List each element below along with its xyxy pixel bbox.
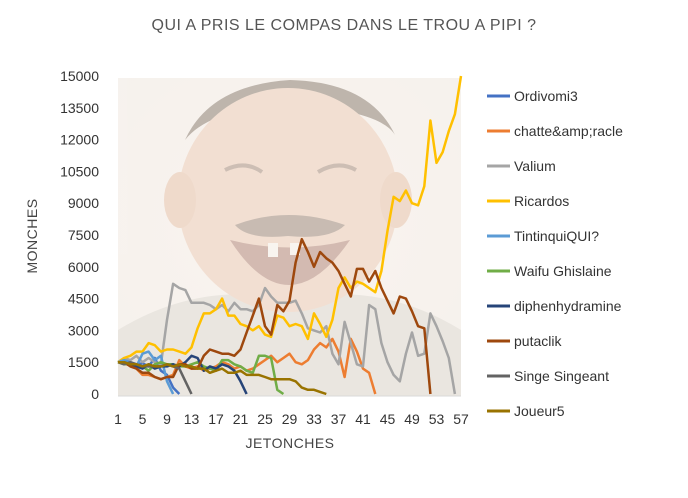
y-tick-label: 9000 (68, 195, 99, 211)
legend-entry: Ricardos (514, 193, 569, 209)
y-tick-label: 0 (91, 386, 99, 402)
chart-title: QUI A PRIS LE COMPAS DANS LE TROU A PIPI… (152, 17, 537, 34)
x-tick-label: 37 (331, 411, 347, 427)
y-tick-label: 10500 (60, 163, 99, 179)
series-lines (117, 75, 463, 396)
legend-entry: Waifu Ghislaine (514, 263, 612, 279)
x-tick-label: 9 (163, 411, 171, 427)
x-tick-label: 5 (139, 411, 147, 427)
y-tick-label: 6000 (68, 259, 99, 275)
legend-entry: diphenhydramine (514, 298, 622, 314)
series-line-2 (117, 282, 457, 395)
y-tick-label: 1500 (68, 354, 99, 370)
x-tick-label: 21 (233, 411, 249, 427)
y-tick-label: 3000 (68, 322, 99, 338)
series-line-3 (117, 75, 463, 364)
x-axis-ticks: 1 5 9 13 17 21 25 29 33 37 41 45 49 53 57 (114, 411, 469, 427)
series-line-9 (118, 360, 327, 396)
series-line-7 (118, 237, 432, 395)
legend-entry: Singe Singeant (514, 368, 609, 384)
y-tick-label: 15000 (60, 68, 99, 84)
x-tick-label: 41 (355, 411, 371, 427)
x-tick-label: 33 (306, 411, 322, 427)
x-tick-label: 1 (114, 411, 122, 427)
background-photo (118, 78, 461, 396)
x-tick-label: 45 (380, 411, 396, 427)
legend-entry: Valium (514, 158, 556, 174)
legend: Ordivomi3 chatte&amp;racle Valium Ricardos T… (487, 88, 623, 419)
x-axis-label: JETONCHES (245, 435, 334, 451)
y-tick-label: 4500 (68, 291, 99, 307)
y-axis-ticks: 0 1500 3000 4500 6000 7500 9000 10500 12000 13500… (60, 68, 99, 402)
x-tick-label: 29 (282, 411, 298, 427)
x-tick-label: 57 (453, 411, 469, 427)
y-tick-label: 13500 (60, 100, 99, 116)
y-tick-label: 7500 (68, 227, 99, 243)
y-tick-label: 12000 (60, 132, 99, 148)
x-tick-label: 25 (257, 411, 273, 427)
legend-entry: Ordivomi3 (514, 88, 578, 104)
legend-entry: Joueur5 (514, 403, 565, 419)
series-line-4 (117, 350, 175, 395)
x-tick-label: 53 (429, 411, 445, 427)
legend-entry: chatte&amp;racle (514, 123, 623, 139)
x-tick-label: 49 (404, 411, 420, 427)
legend-entry: TintinquiQUI? (514, 228, 599, 244)
y-axis-label: MONCHES (24, 198, 40, 273)
x-tick-label: 17 (208, 411, 224, 427)
legend-entry: putaclik (514, 333, 562, 349)
x-tick-label: 13 (184, 411, 200, 427)
